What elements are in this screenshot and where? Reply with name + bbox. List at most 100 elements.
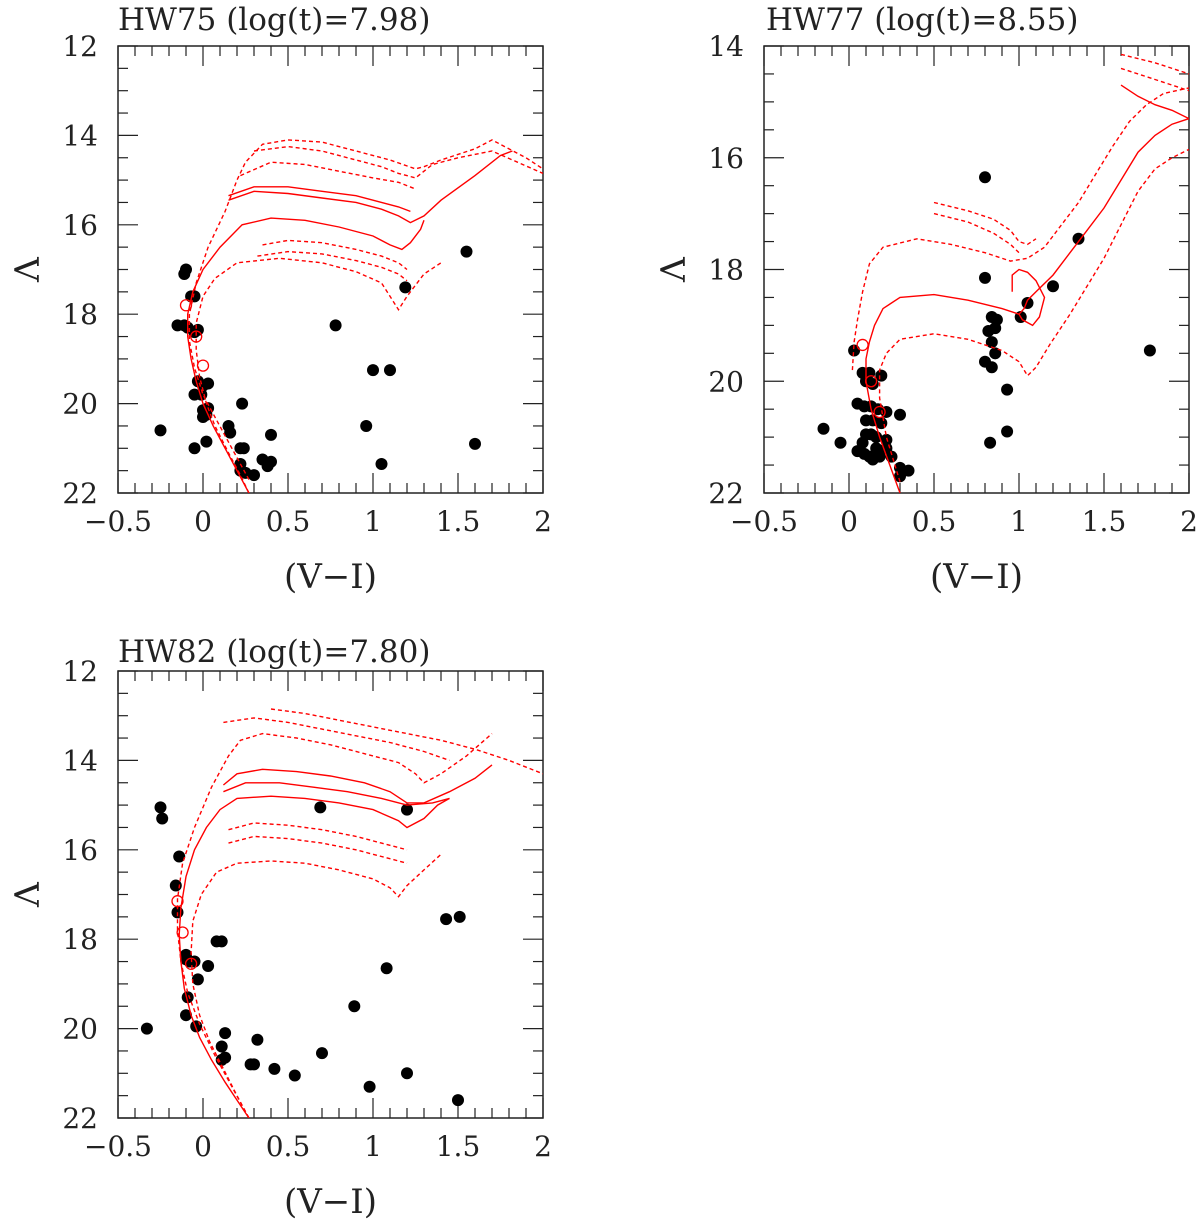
x-axis-label: (V−I) — [930, 557, 1023, 597]
star-point — [190, 1020, 203, 1033]
open-circle-point — [856, 338, 869, 352]
star-point — [979, 271, 991, 284]
star-point — [985, 336, 998, 349]
y-tick-label: 18 — [62, 298, 98, 331]
panel-0: HW75 (log(t)=7.98) −0.5 0 0.5 1 1.5 2 12 14 16 18 2… — [5, 2, 552, 597]
star-point — [200, 435, 213, 448]
star-point — [197, 411, 209, 424]
open-circle-point — [196, 359, 210, 372]
y-tick-label: 20 — [62, 388, 98, 421]
isochrone-dashed-line — [851, 87, 1189, 371]
x-tick-label: −0.5 — [730, 505, 798, 538]
x-tick-label: 0.5 — [266, 505, 311, 538]
panel-2: HW82 (log(t)=7.80) −0.5 0 0.5 1 1.5 2 12 14 16 18 2… — [5, 634, 552, 1222]
plot-area — [140, 708, 543, 1118]
plot-area — [154, 139, 543, 493]
open-circle-point — [179, 299, 193, 312]
star-point — [902, 464, 915, 477]
isochrone-dashed-line — [933, 201, 1037, 246]
star-point — [1143, 344, 1156, 357]
star-point — [316, 1047, 328, 1060]
star-point — [360, 419, 373, 432]
star-point — [873, 450, 886, 463]
x-tick-label: −0.5 — [84, 1130, 152, 1163]
star-point — [215, 1040, 228, 1053]
open-circle-point — [873, 405, 886, 419]
chart-title: HW82 (log(t)=7.80) — [118, 634, 430, 670]
isochrone-solid-line — [222, 764, 493, 804]
star-point — [367, 364, 379, 377]
star-point — [440, 913, 453, 926]
star-point — [348, 1000, 361, 1013]
x-tick-label: 0 — [194, 505, 212, 538]
star-point — [401, 1067, 413, 1080]
panel-1: HW77 (log(t)=8.55) −0.5 0 0.5 1 1.5 2 14 16 18 20 2… — [651, 2, 1198, 597]
star-point — [401, 803, 413, 816]
y-tick-label: 22 — [708, 477, 744, 510]
star-point — [248, 469, 260, 482]
y-tick-label: 20 — [62, 1013, 98, 1046]
star-point — [236, 397, 249, 410]
star-point — [188, 442, 201, 455]
y-tick-label: 22 — [62, 1102, 98, 1135]
star-point — [268, 1062, 281, 1075]
x-tick-label: 1 — [1010, 505, 1028, 538]
isochrone-dashed-line — [188, 139, 543, 480]
star-point — [1047, 280, 1059, 293]
isochrone-dashed-line — [1120, 53, 1189, 75]
star-point — [469, 437, 481, 450]
star-point — [460, 245, 473, 258]
y-tick-label: 18 — [708, 254, 744, 287]
isochrone-dashed-line — [228, 835, 408, 864]
y-tick-label: 16 — [62, 834, 98, 867]
plot-area — [817, 53, 1189, 493]
isochrone-solid-line — [223, 782, 450, 806]
x-tick-label: −0.5 — [84, 505, 152, 538]
star-point — [219, 1027, 232, 1040]
isochrone-dashed-line — [1120, 67, 1189, 92]
star-point — [989, 347, 1002, 360]
isochrone-dashed-line — [223, 717, 450, 762]
star-point — [375, 457, 388, 470]
open-circle-point — [176, 926, 189, 939]
y-tick-label: 16 — [708, 142, 744, 175]
y-tick-label: 16 — [62, 209, 98, 242]
star-point — [314, 801, 327, 814]
star-point — [188, 955, 201, 968]
star-point — [202, 960, 215, 973]
star-point — [880, 433, 893, 446]
star-point — [452, 1094, 464, 1107]
isochrone-dashed-line — [240, 161, 416, 190]
star-point — [224, 426, 237, 439]
isochrone-solid-line — [865, 117, 1189, 493]
x-tick-label: 2 — [534, 1130, 552, 1163]
isochrone-dashed-line — [176, 732, 493, 1118]
star-point — [248, 1058, 260, 1071]
x-tick-label: 2 — [1180, 505, 1198, 538]
star-point — [181, 991, 194, 1004]
star-point — [989, 322, 1002, 335]
isochrone-dashed-line — [190, 853, 442, 1118]
isochrone-solid-line — [228, 150, 513, 224]
star-point — [154, 424, 167, 437]
star-point — [817, 422, 830, 435]
chart-title: HW75 (log(t)=7.98) — [118, 2, 430, 38]
y-axis-label: V — [5, 256, 45, 283]
y-axis-label: V — [651, 256, 691, 283]
isochrone-dashed-line — [262, 239, 408, 271]
star-point — [197, 379, 209, 392]
isochrone-solid-line — [1120, 84, 1189, 120]
star-point — [169, 879, 182, 892]
y-axis-label: V — [5, 881, 45, 908]
isochrone-dashed-line — [228, 822, 408, 851]
x-tick-label: 0 — [194, 1130, 212, 1163]
star-point — [173, 850, 186, 863]
x-tick-label: 1 — [364, 505, 382, 538]
star-point — [178, 267, 191, 280]
isochrone-solid-line — [178, 795, 450, 1118]
star-point — [261, 460, 274, 473]
star-point — [984, 436, 997, 449]
isochrone-solid-line — [187, 217, 425, 493]
isochrone-dashed-line — [195, 257, 442, 493]
